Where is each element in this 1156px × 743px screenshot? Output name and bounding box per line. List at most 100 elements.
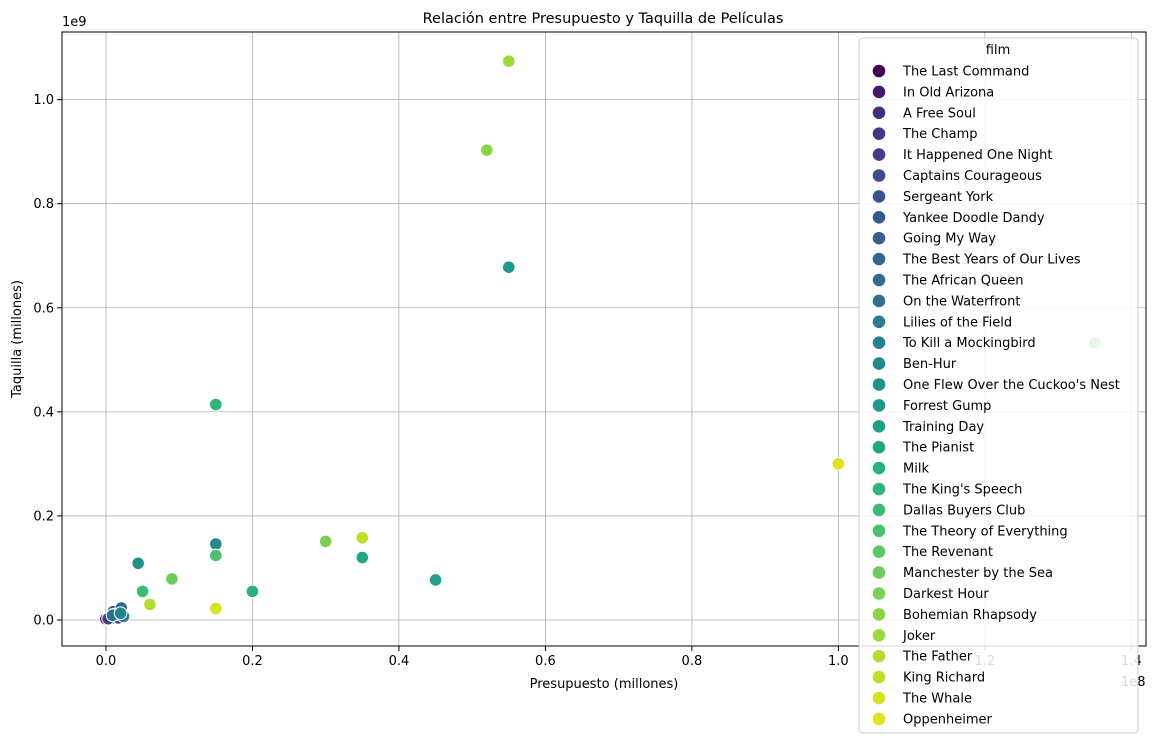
y-tick-label: 1.0 (33, 93, 54, 108)
legend-label: On the Waterfront (903, 294, 1020, 309)
legend-marker (872, 231, 886, 245)
legend-marker (872, 294, 886, 308)
legend-marker (872, 482, 886, 496)
legend-label: The Last Command (902, 65, 1029, 80)
legend-marker (872, 608, 886, 621)
legend-label: The Best Years of Our Lives (902, 253, 1081, 268)
legend-marker (872, 148, 886, 161)
legend-label: The African Queen (902, 274, 1023, 289)
legend-label: The Revenant (902, 545, 993, 560)
legend-marker (872, 378, 886, 391)
legend-marker (872, 315, 886, 329)
legend-label: To Kill a Mockingbird (902, 336, 1036, 351)
legend-marker (872, 211, 886, 224)
legend-label: Bohemian Rhapsody (903, 608, 1037, 623)
data-point (165, 572, 179, 586)
legend-label: King Richard (903, 671, 985, 686)
legend-label: The Champ (902, 127, 978, 142)
legend: film The Last Command In Old Arizona A Fre… (858, 37, 1139, 734)
data-point (831, 457, 846, 471)
legend-label: Milk (903, 462, 929, 477)
data-point (501, 54, 516, 68)
legend-items: The Last Command In Old Arizona A Free Sou… (872, 64, 1120, 727)
data-point (318, 534, 333, 549)
legend-marker (872, 524, 886, 538)
data-point (480, 143, 494, 157)
legend-label: Forrest Gump (903, 399, 991, 414)
legend-title: film (986, 43, 1010, 58)
legend-marker (872, 273, 886, 287)
data-point (143, 597, 157, 612)
x-tick-label: 0.6 (535, 654, 556, 669)
x-tick-label: 0.4 (389, 654, 410, 669)
legend-label: In Old Arizona (903, 85, 994, 100)
legend-label: Ben-Hur (903, 357, 957, 372)
data-point (245, 584, 260, 599)
legend-label: Training Day (902, 420, 984, 435)
legend-marker (872, 336, 886, 350)
legend-label: Joker (902, 629, 936, 644)
legend-marker (872, 440, 886, 454)
chart-title: Relación entre Presupuesto y Taquilla de… (423, 11, 784, 27)
data-point (501, 260, 516, 274)
legend-label: A Free Soul (903, 106, 976, 121)
legend-marker (872, 587, 886, 600)
legend-label: The Pianist (902, 441, 974, 456)
legend-marker (872, 169, 886, 182)
legend-label: Captains Courageous (903, 169, 1042, 184)
legend-label: Sergeant York (903, 190, 994, 205)
y-axis-label: Taquilla (millones) (10, 280, 25, 399)
legend-box (858, 37, 1139, 734)
data-point (209, 537, 223, 551)
legend-marker (872, 85, 886, 99)
data-point (131, 556, 145, 571)
data-point (209, 397, 223, 412)
x-tick-label: 0.2 (242, 654, 263, 669)
data-point (355, 530, 370, 545)
plot-frame (61, 31, 1147, 647)
legend-label: One Flew Over the Cuckoo's Nest (903, 378, 1120, 393)
legend-marker (872, 566, 886, 579)
y-tick-label: 0.2 (33, 509, 54, 524)
legend-marker (872, 106, 886, 120)
y-tick-label: 0.0 (33, 613, 54, 628)
legend-marker (872, 461, 886, 475)
legend-label: Dallas Buyers Club (903, 503, 1025, 518)
data-point (209, 548, 223, 563)
legend-label: Darkest Hour (903, 587, 989, 602)
legend-marker (872, 503, 886, 517)
x-tick-label: 0.8 (682, 654, 703, 669)
legend-marker (872, 399, 886, 412)
legend-label: Going My Way (903, 232, 996, 247)
legend-label: The Theory of Everything (902, 524, 1068, 539)
legend-label: Manchester by the Sea (903, 566, 1053, 581)
legend-marker (872, 127, 886, 140)
legend-marker (872, 670, 886, 684)
y-tick-label: 0.8 (33, 197, 54, 212)
legend-label: Yankee Doodle Dandy (902, 211, 1045, 226)
y-tick-label: 0.4 (33, 405, 54, 420)
y-axis-ticks: 0.0 0.2 0.4 0.6 0.8 1.0 (33, 93, 62, 628)
x-tick-label: 1.0 (828, 654, 849, 669)
legend-marker (872, 252, 886, 266)
legend-marker (872, 420, 886, 433)
legend-marker (872, 691, 886, 705)
legend-marker (872, 712, 886, 726)
legend-label: The Whale (902, 692, 972, 707)
legend-label: Oppenheimer (903, 712, 992, 727)
legend-marker (872, 545, 886, 558)
legend-label: It Happened One Night (903, 148, 1052, 163)
legend-label: The Father (902, 650, 973, 665)
data-point (355, 550, 370, 565)
x-axis-label: Presupuesto (millones) (530, 677, 679, 692)
x-tick-label: 0.0 (96, 654, 117, 669)
y-axis-offset-label: 1e9 (62, 15, 87, 30)
legend-marker (872, 64, 886, 78)
legend-marker (872, 357, 886, 370)
legend-marker (872, 649, 886, 663)
data-point (113, 606, 128, 621)
legend-label: Lilies of the Field (903, 315, 1012, 330)
y-tick-label: 0.6 (33, 301, 54, 316)
data-point (428, 573, 443, 587)
